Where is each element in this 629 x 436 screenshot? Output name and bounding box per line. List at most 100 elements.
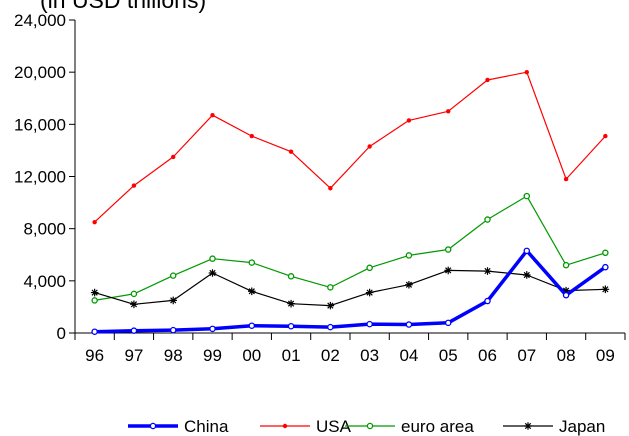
data-point — [248, 322, 256, 329]
y-tick-label: 20,000 — [14, 63, 66, 82]
series-line — [94, 269, 606, 307]
data-point — [130, 300, 138, 309]
data-point — [287, 273, 295, 280]
x-tick-label: 03 — [360, 346, 379, 365]
data-point — [91, 328, 98, 335]
data-point — [327, 284, 334, 291]
x-tick-label: 02 — [321, 346, 340, 365]
data-point — [208, 269, 217, 277]
legend-label: Japan — [559, 417, 605, 436]
legend-label: USA — [316, 417, 352, 436]
data-point — [130, 327, 138, 334]
data-point — [562, 291, 570, 299]
y-tick-label: 24,000 — [14, 11, 66, 30]
legend-label: China — [184, 417, 229, 436]
x-tick-label: 04 — [399, 346, 418, 365]
data-point — [287, 322, 295, 330]
x-tick-label: 99 — [203, 346, 222, 365]
data-point — [90, 288, 99, 297]
y-tick-label: 8,000 — [23, 220, 66, 239]
data-point — [288, 149, 294, 154]
data-point — [602, 263, 609, 271]
data-point — [446, 109, 451, 114]
data-point — [366, 264, 373, 272]
data-point — [523, 192, 531, 200]
data-point — [248, 259, 256, 266]
chart-legend: China USA euro area Japan — [128, 417, 605, 436]
data-point — [366, 422, 374, 430]
data-point — [524, 69, 529, 75]
data-point — [169, 326, 177, 334]
data-point — [524, 422, 532, 430]
data-point — [209, 325, 216, 333]
chart-title: (in USD trillions) — [40, 0, 206, 13]
y-tick-label: 12,000 — [14, 168, 66, 187]
data-point — [563, 176, 569, 182]
data-point — [210, 113, 215, 118]
y-tick-label: 0 — [57, 324, 66, 343]
data-point — [169, 272, 177, 279]
legend-item-usa: USA — [260, 417, 352, 436]
data-point — [327, 323, 334, 331]
chart-axes: 0 4,000 8,000 12,000 16,000 20,000 24,000 96 97 9… — [14, 11, 626, 365]
x-tick-label: 07 — [517, 346, 536, 365]
series-japan — [90, 266, 610, 310]
series-euro-area — [91, 192, 609, 304]
data-point — [367, 144, 372, 149]
series-line — [94, 195, 606, 301]
x-tick-label: 98 — [164, 346, 183, 365]
data-point — [405, 321, 413, 328]
data-point — [405, 252, 413, 259]
series-china — [91, 247, 609, 335]
data-point — [444, 319, 452, 327]
data-point — [130, 290, 138, 298]
x-tick-label: 01 — [282, 346, 301, 365]
x-tick-label: 00 — [242, 346, 261, 365]
x-tick-label: 09 — [596, 346, 615, 365]
legend-item-china: China — [128, 417, 229, 436]
data-point — [602, 249, 609, 257]
data-point — [326, 301, 335, 310]
data-point — [483, 267, 492, 275]
data-point — [485, 77, 490, 83]
data-point — [484, 216, 491, 223]
data-point — [92, 219, 97, 225]
data-point — [366, 320, 373, 328]
data-point — [601, 285, 610, 294]
data-point — [328, 186, 333, 191]
series-line — [94, 71, 606, 223]
x-tick-label: 06 — [478, 346, 497, 365]
chart-series — [90, 69, 610, 335]
data-point — [406, 118, 412, 123]
x-tick-label: 08 — [557, 346, 576, 365]
data-point — [484, 297, 491, 305]
data-point — [209, 255, 216, 262]
data-point — [282, 423, 288, 429]
legend-item-euro-area: euro area — [345, 417, 474, 436]
y-tick-label: 16,000 — [14, 115, 66, 134]
data-point — [131, 183, 137, 188]
data-point — [522, 271, 531, 279]
data-point — [365, 288, 374, 297]
data-point — [603, 133, 608, 139]
data-point — [562, 286, 570, 295]
legend-item-japan: Japan — [503, 417, 605, 436]
data-point — [149, 422, 157, 430]
data-point — [405, 280, 413, 289]
data-point — [169, 296, 178, 305]
series-usa — [92, 69, 608, 225]
y-tick-label: 4,000 — [23, 272, 66, 291]
data-point — [91, 297, 98, 304]
data-point — [247, 287, 256, 296]
data-point — [171, 154, 176, 160]
data-point — [287, 299, 295, 308]
series-line — [94, 249, 607, 334]
x-tick-label: 96 — [85, 346, 104, 365]
data-point — [444, 266, 453, 275]
x-tick-label: 05 — [439, 346, 458, 365]
data-point — [523, 247, 531, 255]
x-tick-label: 97 — [124, 346, 143, 365]
data-point — [249, 133, 254, 139]
data-point — [562, 261, 570, 269]
